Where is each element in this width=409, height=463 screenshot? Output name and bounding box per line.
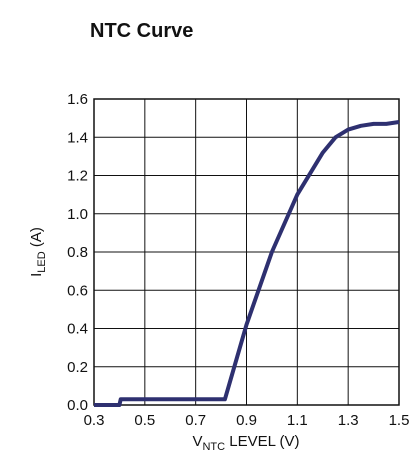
x-tick-label: 1.3 (338, 412, 359, 429)
y-tick-label: 0.2 (67, 359, 88, 376)
y-axis-label: ILED (A) (28, 227, 48, 277)
x-tick-labels: 0.3 0.5 0.7 0.9 1.1 1.3 1.5 (84, 412, 409, 429)
x-tick-label: 0.7 (185, 412, 206, 429)
x-axis-label-rest: LEVEL (V) (225, 433, 299, 450)
chart-title: NTC Curve (90, 20, 193, 42)
x-tick-label: 1.1 (287, 412, 308, 429)
x-tick-label: 0.5 (134, 412, 155, 429)
x-axis-label: VNTC LEVEL (V) (192, 433, 299, 453)
x-tick-label: 1.5 (389, 412, 409, 429)
y-tick-label: 0.6 (67, 282, 88, 299)
y-tick-label: 1.2 (67, 168, 88, 185)
grid (94, 99, 399, 405)
y-tick-label: 0.0 (67, 397, 88, 414)
y-tick-label: 0.8 (67, 244, 88, 261)
y-tick-labels: 0.0 0.2 0.4 0.6 0.8 1.0 1.2 1.4 1.6 (67, 91, 88, 414)
y-tick-label: 1.6 (67, 91, 88, 108)
y-axis-label-sub: LED (36, 251, 48, 272)
y-axis-label-rest: (A) (28, 227, 45, 251)
x-tick-label: 0.9 (236, 412, 257, 429)
plot-frame (93, 98, 400, 406)
x-axis-label-sub: NTC (202, 441, 225, 453)
y-tick-label: 1.0 (67, 206, 88, 223)
y-tick-label: 0.4 (67, 321, 88, 338)
y-tick-label: 1.4 (67, 129, 88, 146)
y-axis-label-base: I (28, 273, 45, 277)
x-axis-label-base: V (192, 433, 202, 450)
x-tick-label: 0.3 (84, 412, 105, 429)
series-line (94, 120, 400, 407)
